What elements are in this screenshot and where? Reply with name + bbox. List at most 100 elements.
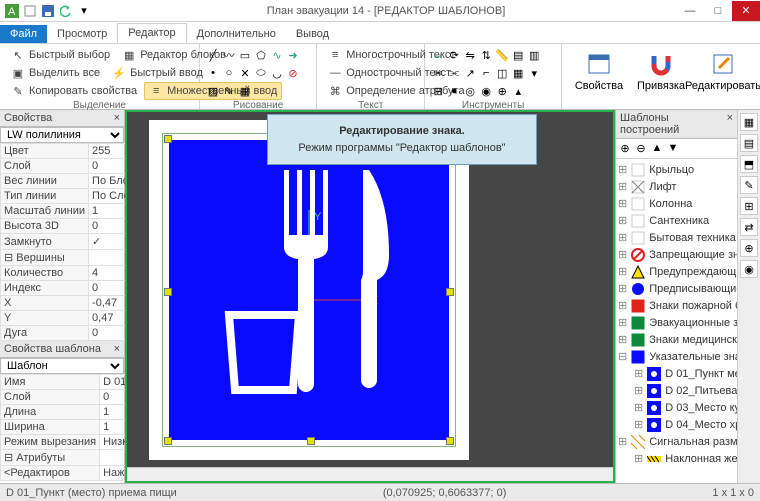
tree-node[interactable]: ⊞Знаки медицинского — [616, 331, 737, 348]
panel-close-icon[interactable]: × — [727, 112, 733, 136]
distrib-icon[interactable]: ▥ — [527, 48, 541, 62]
arrow-icon[interactable]: ➜ — [286, 48, 300, 62]
flip-icon[interactable]: ⇅ — [479, 48, 493, 62]
maximize-button[interactable]: □ — [704, 1, 732, 21]
grid-icon[interactable]: ▦ — [511, 66, 525, 80]
side-icon-8[interactable]: ◉ — [740, 260, 758, 278]
expand-icon[interactable]: ⊞ — [618, 197, 627, 210]
select-all-button[interactable]: ▣Выделить все — [6, 64, 105, 82]
cross-icon[interactable]: ✕ — [238, 66, 252, 80]
tree-node[interactable]: ⊞Колонна — [616, 195, 737, 212]
break-icon[interactable]: ⊟ — [431, 84, 445, 98]
handle-se[interactable] — [446, 437, 454, 445]
expand-icon[interactable]: ⊞ — [618, 180, 627, 193]
object-type-select[interactable]: LW полилиния — [0, 127, 124, 143]
side-icon-6[interactable]: ⇄ — [740, 218, 758, 236]
tree-node[interactable]: ⊞Сантехника — [616, 212, 737, 229]
tree-down-icon[interactable]: ▼ — [666, 141, 680, 155]
join-icon[interactable]: ⫘ — [447, 66, 461, 80]
hatch-icon[interactable]: ▨ — [206, 84, 220, 98]
tab-output[interactable]: Вывод — [286, 25, 339, 43]
curve-icon[interactable]: ∿ — [270, 48, 284, 62]
measure-icon[interactable]: 📏 — [495, 48, 509, 62]
extend-icon[interactable]: ↗ — [463, 66, 477, 80]
expand-icon[interactable]: ⊞ — [634, 367, 643, 380]
template-tree[interactable]: ⊞Крыльцо⊞Лифт⊞Колонна⊞Сантехника⊞Бытовая… — [616, 159, 737, 469]
node-icon[interactable]: ● — [447, 84, 461, 98]
donut-icon[interactable]: ◎ — [463, 84, 477, 98]
snap-icon[interactable]: ⊕ — [495, 84, 509, 98]
expand-icon[interactable]: ⊟ — [618, 350, 627, 363]
quick-input-button[interactable]: ⚡Быстрый ввод — [107, 64, 208, 82]
expand-icon[interactable]: ⊞ — [618, 231, 627, 244]
handle-e[interactable] — [446, 288, 454, 296]
handle-s[interactable] — [307, 437, 315, 445]
tree-node[interactable]: ⊞Лифт — [616, 178, 737, 195]
line-icon[interactable]: ╱ — [206, 48, 220, 62]
tab-view[interactable]: Просмотр — [47, 25, 117, 43]
rect-icon[interactable]: ▭ — [238, 48, 252, 62]
handle-w[interactable] — [164, 288, 172, 296]
new-icon[interactable] — [22, 3, 38, 19]
expand-icon[interactable]: ⊞ — [618, 299, 627, 312]
side-icon-5[interactable]: ⊞ — [740, 197, 758, 215]
mirror-icon[interactable]: ⇋ — [463, 48, 477, 62]
tree-node[interactable]: ⊞D 04_Место хра — [616, 416, 737, 433]
expand-icon[interactable]: ⊞ — [618, 265, 627, 278]
expand-icon[interactable]: ⊞ — [634, 401, 643, 414]
move-icon[interactable]: ↔ — [431, 48, 445, 62]
polyline-icon[interactable]: 〰 — [222, 48, 236, 62]
tree-node[interactable]: ⊞Бытовая техника — [616, 229, 737, 246]
none-icon[interactable]: ⊘ — [286, 66, 300, 80]
close-button[interactable]: ✕ — [732, 1, 760, 21]
tab-editor[interactable]: Редактор — [117, 23, 186, 43]
tab-more[interactable]: Дополнительно — [187, 25, 286, 43]
expand-icon[interactable]: ⊞ — [618, 333, 627, 346]
tree-node[interactable]: ⊞Запрещающие знаки — [616, 246, 737, 263]
binding-button[interactable]: Привязка — [632, 48, 690, 94]
tree-node[interactable]: ⊞Наклонная жел — [616, 450, 737, 467]
undo-icon[interactable] — [58, 3, 74, 19]
tree-node[interactable]: ⊞D 02_Питьевая в — [616, 382, 737, 399]
arc-icon[interactable]: ◡ — [270, 66, 284, 80]
tree-node[interactable]: ⊞Знаки пожарной без — [616, 297, 737, 314]
align-icon[interactable]: ▤ — [511, 48, 525, 62]
expand-icon[interactable]: ⊞ — [634, 384, 643, 397]
tab-file[interactable]: Файл — [0, 25, 47, 43]
circle-icon[interactable]: ○ — [222, 66, 236, 80]
front-icon[interactable]: ▴ — [511, 84, 525, 98]
handle-nw[interactable] — [164, 135, 172, 143]
copy-props-button[interactable]: ✎Копировать свойства — [6, 82, 142, 100]
expand-icon[interactable]: ⊞ — [618, 214, 627, 227]
offset-icon[interactable]: ◫ — [495, 66, 509, 80]
corner-icon[interactable]: ⌐ — [479, 66, 493, 80]
tree-up-icon[interactable]: ▲ — [650, 141, 664, 155]
tree-node[interactable]: ⊞Предупреждающие — [616, 263, 737, 280]
save-icon[interactable] — [40, 3, 56, 19]
template-select[interactable]: Шаблон — [0, 358, 124, 374]
send-back-icon[interactable]: ▾ — [527, 66, 541, 80]
tree-node[interactable]: ⊟Указательные знаки — [616, 348, 737, 365]
expand-icon[interactable]: ⊞ — [618, 248, 627, 261]
qat-dropdown-icon[interactable]: ▾ — [76, 3, 92, 19]
tree-node[interactable]: ⊞D 01_Пункт ме — [616, 365, 737, 382]
expand-icon[interactable]: ⊞ — [618, 316, 627, 329]
panel-close-icon[interactable]: × — [114, 343, 120, 355]
panel-close-icon[interactable]: × — [114, 112, 120, 124]
minimize-button[interactable]: — — [676, 1, 704, 21]
side-icon-4[interactable]: ✎ — [740, 176, 758, 194]
properties-grid[interactable]: Цвет255Слой0Вес линииПо БлокуТип линииПо… — [0, 143, 143, 341]
brush2-icon[interactable]: ✎ — [222, 84, 236, 98]
tree-node[interactable]: ⊞Эвакуационные знак — [616, 314, 737, 331]
expand-icon[interactable]: ⊞ — [634, 418, 643, 431]
quick-select-button[interactable]: ↖Быстрый выбор — [6, 46, 115, 64]
food-sign[interactable]: Y X — [163, 134, 455, 446]
tree-node[interactable]: ⊞Сигнальная разметка — [616, 433, 737, 450]
side-icon-2[interactable]: ▤ — [740, 134, 758, 152]
tree-del-icon[interactable]: ⊖ — [634, 141, 648, 155]
mesh-icon[interactable]: ▦ — [238, 84, 252, 98]
canvas[interactable]: Y X — [125, 110, 615, 483]
ellipse-icon[interactable]: ⬭ — [254, 66, 268, 80]
h-scrollbar[interactable] — [127, 467, 613, 481]
side-icon-7[interactable]: ⊕ — [740, 239, 758, 257]
